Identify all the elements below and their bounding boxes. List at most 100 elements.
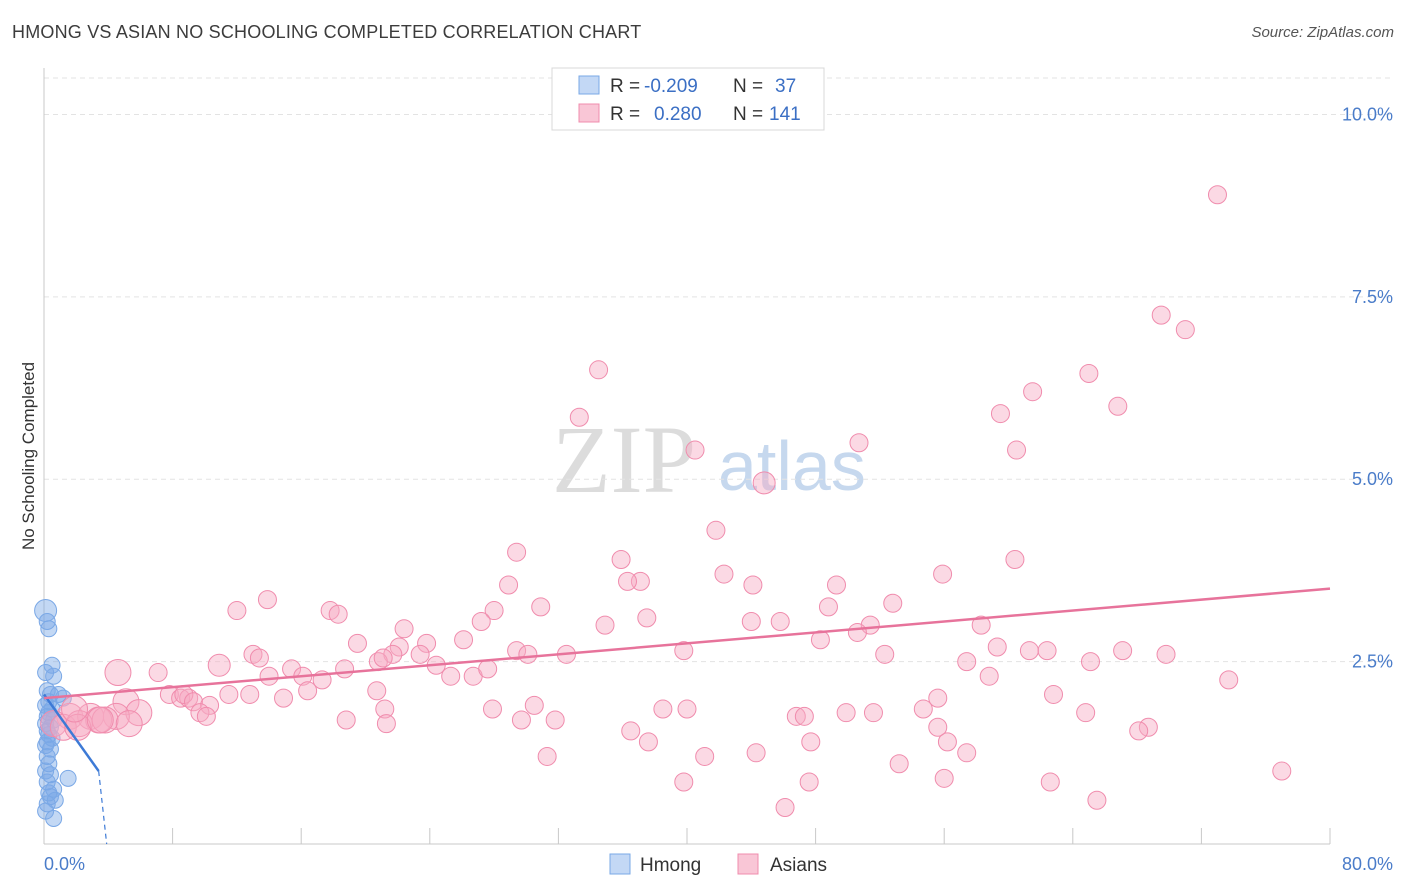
asians-point bbox=[957, 743, 977, 763]
asians-point bbox=[1272, 761, 1292, 781]
hmong-point bbox=[37, 802, 55, 820]
x-tick-label: 0.0% bbox=[44, 854, 85, 874]
asians-point bbox=[638, 732, 658, 752]
asians-point bbox=[1037, 641, 1057, 661]
asians-point bbox=[1040, 772, 1060, 792]
asians-point bbox=[849, 433, 869, 453]
asians-point bbox=[653, 699, 673, 719]
asians-point bbox=[190, 703, 210, 723]
asians-point bbox=[618, 571, 638, 591]
asians-point bbox=[1087, 790, 1107, 810]
legend: R = -0.209 N = 37 R = 0.280 N = 141 bbox=[551, 67, 825, 131]
asians-point bbox=[259, 666, 279, 686]
asians-point bbox=[335, 659, 355, 679]
asians-point bbox=[298, 681, 318, 701]
legend-n-label-asians: N = bbox=[733, 104, 763, 125]
asians-point bbox=[883, 593, 903, 613]
asians-point bbox=[478, 659, 498, 679]
tick-labels: 2.5% 5.0% 7.5% 10.0% 0.0% 80.0% bbox=[44, 104, 1393, 874]
asians-point bbox=[990, 404, 1010, 424]
x-tick-label: 80.0% bbox=[1342, 854, 1393, 874]
asians-point bbox=[104, 659, 132, 687]
asians-point bbox=[125, 699, 153, 727]
bottom-legend-label-asians: Asians bbox=[770, 855, 827, 876]
bottom-legend: Hmong Asians bbox=[609, 853, 827, 876]
asians-point bbox=[714, 564, 734, 584]
asians-point bbox=[637, 608, 657, 628]
asians-trend-line bbox=[43, 587, 1331, 700]
asians-point bbox=[102, 702, 130, 730]
data-points bbox=[34, 185, 1292, 827]
asians-point bbox=[257, 590, 277, 610]
asians-point bbox=[471, 611, 491, 631]
asians-point bbox=[507, 542, 527, 562]
legend-r-label-asians: R = bbox=[610, 104, 640, 125]
asians-point bbox=[933, 564, 953, 584]
asians-point bbox=[1108, 396, 1128, 416]
legend-n-value-asians: 141 bbox=[769, 104, 801, 125]
asians-point bbox=[741, 611, 761, 631]
asians-point bbox=[1044, 684, 1064, 704]
asians-point bbox=[979, 666, 999, 686]
y-tick-label: 7.5% bbox=[1352, 287, 1393, 307]
asians-point bbox=[826, 575, 846, 595]
asians-point bbox=[770, 611, 790, 631]
asians-point bbox=[394, 619, 414, 639]
asians-point bbox=[219, 684, 239, 704]
asians-point bbox=[511, 710, 531, 730]
y-tick-label: 5.0% bbox=[1352, 469, 1393, 489]
asians-point bbox=[752, 471, 776, 495]
asians-point bbox=[971, 615, 991, 635]
hmong-point bbox=[59, 769, 77, 787]
asians-point bbox=[913, 699, 933, 719]
asians-point bbox=[875, 644, 895, 664]
asians-point bbox=[545, 710, 565, 730]
y-tick-label: 2.5% bbox=[1352, 652, 1393, 672]
asians-point bbox=[775, 798, 795, 818]
asians-point bbox=[1138, 717, 1158, 737]
asians-point bbox=[1019, 641, 1039, 661]
asians-point bbox=[621, 721, 641, 741]
asians-point bbox=[1207, 185, 1227, 205]
asians-point bbox=[328, 604, 348, 624]
hmong-point bbox=[43, 656, 61, 674]
asians-point bbox=[499, 575, 519, 595]
hmong-trend-line bbox=[42, 693, 100, 772]
legend-r-label-hmong: R = bbox=[610, 76, 640, 97]
asians-point bbox=[1113, 641, 1133, 661]
asians-point bbox=[818, 597, 838, 617]
asians-point bbox=[786, 706, 806, 726]
hmong-trend-extension bbox=[98, 770, 108, 845]
asians-point bbox=[1007, 440, 1027, 460]
hmong-point bbox=[41, 788, 59, 806]
watermark-zip: ZIP bbox=[552, 406, 696, 513]
hmong-point bbox=[38, 773, 56, 791]
asians-point bbox=[1079, 363, 1099, 383]
asians-point bbox=[934, 768, 954, 788]
hmong-point bbox=[40, 620, 58, 638]
asians-point bbox=[274, 688, 294, 708]
asians-point bbox=[928, 688, 948, 708]
asians-point bbox=[847, 622, 867, 642]
asians-point bbox=[957, 652, 977, 672]
asians-point bbox=[1023, 382, 1043, 402]
trend-lines bbox=[42, 587, 1331, 845]
asians-point bbox=[389, 637, 409, 657]
asians-point bbox=[200, 695, 220, 715]
asians-point bbox=[1005, 549, 1025, 569]
asians-point bbox=[589, 360, 609, 380]
asians-point bbox=[677, 699, 697, 719]
asians-point bbox=[611, 549, 631, 569]
asians-point bbox=[674, 641, 694, 661]
source-label: Source: ZipAtlas.com bbox=[1251, 24, 1394, 41]
asians-point bbox=[507, 641, 527, 661]
asians-point bbox=[375, 699, 395, 719]
asians-point bbox=[240, 684, 260, 704]
asians-point bbox=[1076, 703, 1096, 723]
asians-point bbox=[249, 648, 269, 668]
asians-point bbox=[196, 706, 216, 726]
asians-point bbox=[685, 440, 705, 460]
hmong-point bbox=[37, 664, 55, 682]
asians-point bbox=[674, 772, 694, 792]
